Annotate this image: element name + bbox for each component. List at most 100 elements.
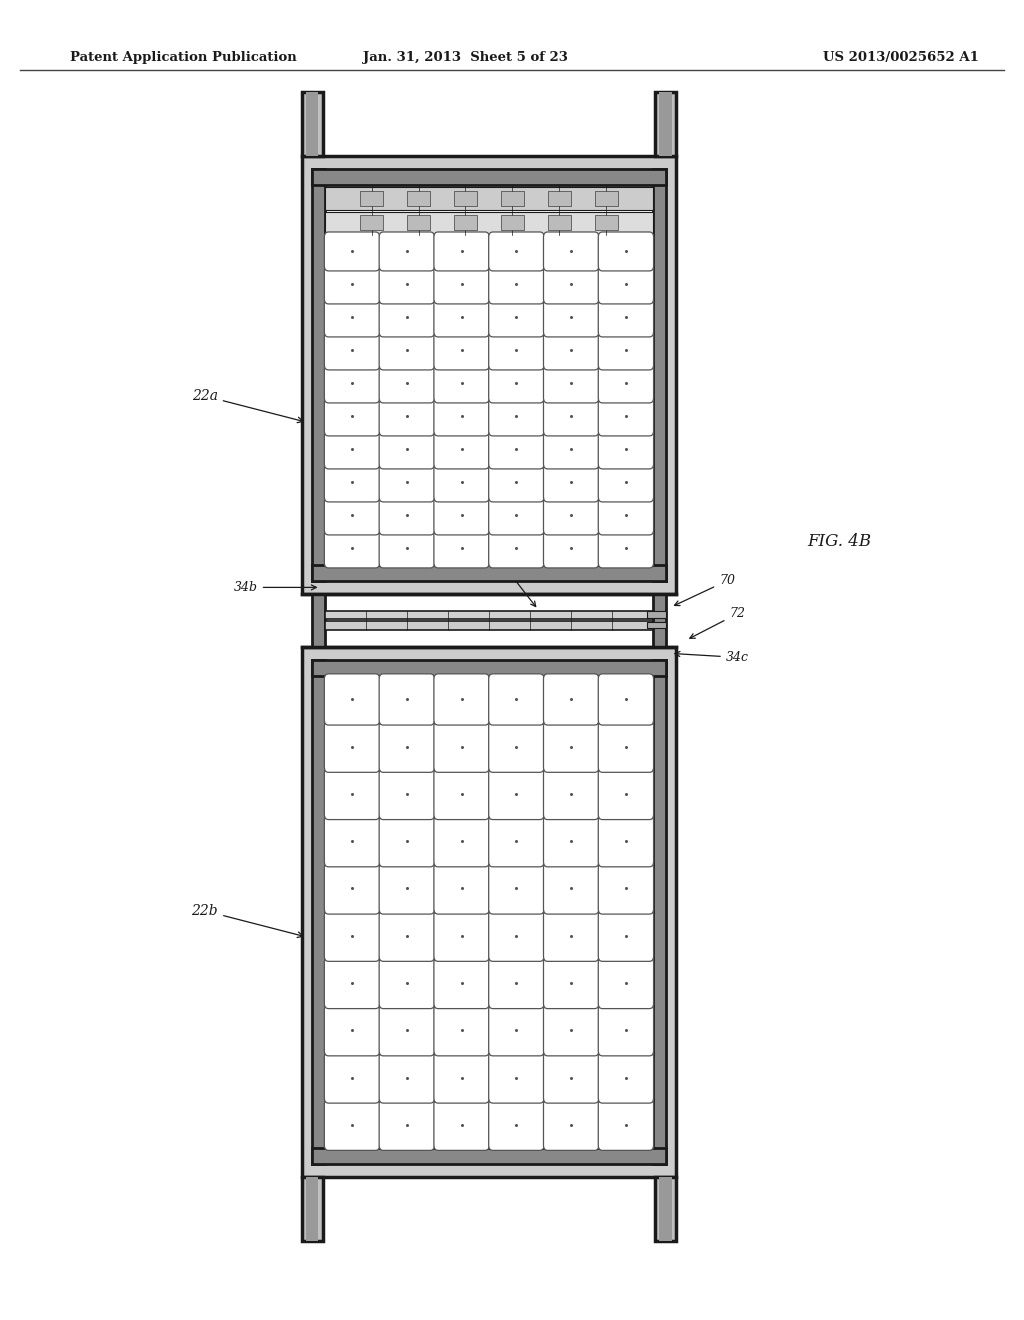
FancyBboxPatch shape [434, 911, 489, 961]
FancyBboxPatch shape [325, 529, 380, 568]
FancyBboxPatch shape [488, 298, 544, 337]
Bar [647, 611, 666, 618]
FancyBboxPatch shape [598, 232, 653, 271]
FancyBboxPatch shape [544, 430, 599, 469]
FancyBboxPatch shape [325, 1052, 380, 1104]
FancyBboxPatch shape [379, 265, 434, 304]
Text: 34c: 34c [675, 651, 749, 664]
FancyBboxPatch shape [488, 1005, 544, 1056]
FancyBboxPatch shape [598, 298, 653, 337]
Bar [659, 92, 672, 156]
Bar [653, 660, 666, 1164]
FancyBboxPatch shape [434, 768, 489, 820]
FancyBboxPatch shape [598, 529, 653, 568]
FancyBboxPatch shape [544, 331, 599, 370]
FancyBboxPatch shape [544, 957, 599, 1008]
Bar [325, 622, 653, 630]
FancyBboxPatch shape [488, 675, 544, 725]
FancyBboxPatch shape [379, 463, 434, 502]
Bar [325, 213, 653, 235]
FancyBboxPatch shape [325, 364, 380, 403]
FancyBboxPatch shape [325, 721, 380, 772]
FancyBboxPatch shape [325, 1100, 380, 1150]
FancyBboxPatch shape [434, 397, 489, 436]
FancyBboxPatch shape [598, 768, 653, 820]
FancyBboxPatch shape [325, 232, 380, 271]
FancyBboxPatch shape [544, 265, 599, 304]
FancyBboxPatch shape [434, 331, 489, 370]
Text: 34b: 34b [233, 581, 316, 594]
FancyBboxPatch shape [434, 957, 489, 1008]
FancyBboxPatch shape [325, 430, 380, 469]
FancyBboxPatch shape [434, 816, 489, 867]
FancyBboxPatch shape [598, 397, 653, 436]
Bar [359, 215, 383, 230]
FancyBboxPatch shape [434, 1052, 489, 1104]
FancyBboxPatch shape [598, 1100, 653, 1150]
Bar [312, 565, 666, 581]
FancyBboxPatch shape [544, 463, 599, 502]
Bar [302, 647, 676, 1177]
FancyBboxPatch shape [544, 816, 599, 867]
Bar [312, 169, 666, 185]
FancyBboxPatch shape [488, 721, 544, 772]
FancyBboxPatch shape [434, 1100, 489, 1150]
FancyBboxPatch shape [598, 957, 653, 1008]
FancyBboxPatch shape [379, 331, 434, 370]
FancyBboxPatch shape [325, 863, 380, 913]
FancyBboxPatch shape [325, 911, 380, 961]
Bar [501, 191, 524, 206]
FancyBboxPatch shape [325, 496, 380, 535]
Bar [312, 660, 666, 676]
FancyBboxPatch shape [544, 1052, 599, 1104]
FancyBboxPatch shape [325, 331, 380, 370]
FancyBboxPatch shape [544, 768, 599, 820]
FancyBboxPatch shape [325, 463, 380, 502]
Text: 22a: 22a [191, 389, 303, 422]
FancyBboxPatch shape [488, 1100, 544, 1150]
FancyBboxPatch shape [598, 1005, 653, 1056]
FancyBboxPatch shape [544, 298, 599, 337]
FancyBboxPatch shape [379, 496, 434, 535]
Text: 22b: 22b [191, 904, 303, 937]
FancyBboxPatch shape [544, 1005, 599, 1056]
FancyBboxPatch shape [434, 463, 489, 502]
FancyBboxPatch shape [379, 1100, 434, 1150]
Bar [407, 215, 430, 230]
FancyBboxPatch shape [434, 364, 489, 403]
Bar [454, 191, 477, 206]
FancyBboxPatch shape [488, 232, 544, 271]
Bar [325, 187, 653, 210]
Text: Jan. 31, 2013  Sheet 5 of 23: Jan. 31, 2013 Sheet 5 of 23 [364, 51, 568, 63]
FancyBboxPatch shape [598, 331, 653, 370]
FancyBboxPatch shape [379, 232, 434, 271]
FancyBboxPatch shape [544, 496, 599, 535]
FancyBboxPatch shape [434, 298, 489, 337]
FancyBboxPatch shape [434, 496, 489, 535]
Bar [655, 92, 676, 156]
FancyBboxPatch shape [488, 816, 544, 867]
FancyBboxPatch shape [379, 675, 434, 725]
Text: 36b: 36b [494, 561, 536, 607]
FancyBboxPatch shape [379, 1005, 434, 1056]
FancyBboxPatch shape [379, 721, 434, 772]
FancyBboxPatch shape [488, 768, 544, 820]
Bar [312, 660, 325, 1164]
Bar [312, 594, 325, 647]
Bar [359, 191, 383, 206]
FancyBboxPatch shape [488, 1052, 544, 1104]
FancyBboxPatch shape [598, 911, 653, 961]
Bar [647, 622, 666, 628]
Bar [306, 1177, 318, 1241]
FancyBboxPatch shape [598, 675, 653, 725]
Bar [318, 668, 659, 1156]
Text: US 2013/0025652 A1: US 2013/0025652 A1 [823, 51, 979, 63]
FancyBboxPatch shape [379, 430, 434, 469]
FancyBboxPatch shape [598, 1052, 653, 1104]
Bar [595, 215, 618, 230]
Bar [501, 215, 524, 230]
FancyBboxPatch shape [434, 265, 489, 304]
FancyBboxPatch shape [434, 675, 489, 725]
FancyBboxPatch shape [379, 397, 434, 436]
Bar [325, 611, 653, 619]
